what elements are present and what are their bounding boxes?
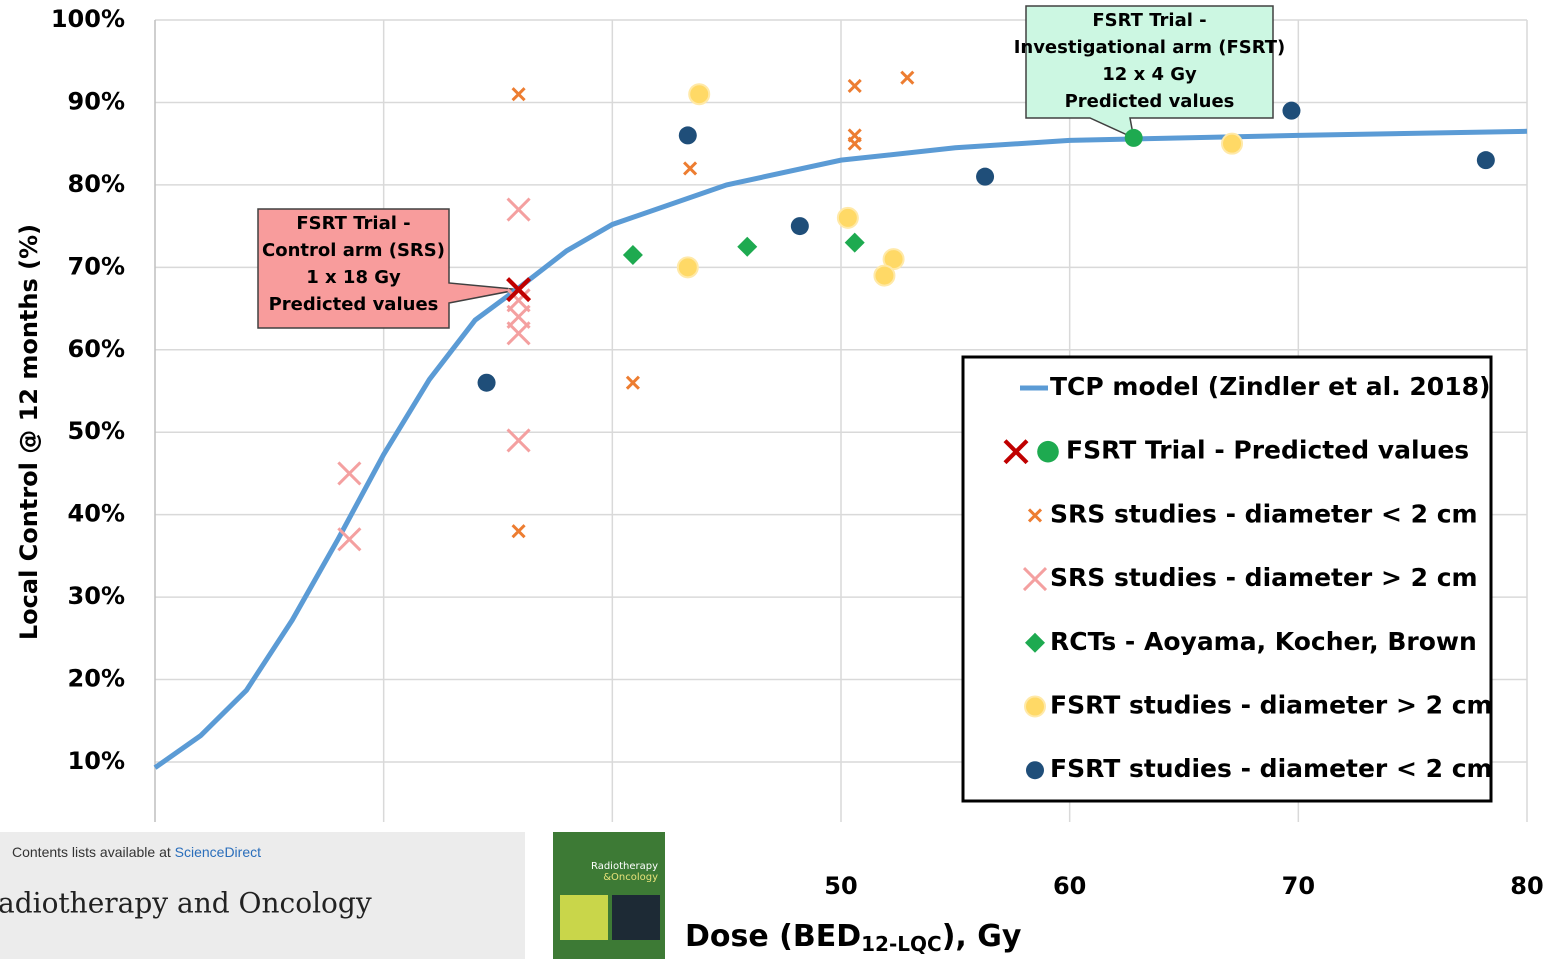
x-label-end: ), Gy: [942, 919, 1022, 954]
marker-circle: [478, 374, 496, 392]
annotation-text: 1 x 18 Gy: [306, 267, 401, 288]
marker-circle: [838, 208, 858, 228]
x-label-sub: 12-LQC: [861, 932, 942, 956]
legend-label: FSRT studies - diameter > 2 cm: [1050, 691, 1493, 720]
base: 10%20%30%40%50%60%70%80%90%100%203040506…: [51, 5, 1544, 900]
annotation-text: FSRT Trial -: [296, 213, 410, 234]
annotation-text: Predicted values: [269, 294, 439, 315]
marker-diamond: [737, 237, 757, 257]
x-axis-label: Dose (BED12-LQC), Gy: [685, 919, 1022, 956]
y-tick-label: 40%: [68, 500, 125, 528]
cover-title: Radiotherapy: [591, 861, 658, 872]
marker-circle: [1125, 129, 1143, 147]
cover-panel: [560, 895, 608, 940]
marker-x: [338, 462, 360, 484]
page: 10%20%30%40%50%60%70%80%90%100%203040506…: [0, 0, 1544, 959]
marker-circle: [678, 257, 698, 277]
cover-image: [612, 895, 660, 940]
marker-circle: [1025, 697, 1045, 717]
y-tick-label: 70%: [68, 252, 125, 280]
y-tick-label: 30%: [68, 582, 125, 610]
legend-label: TCP model (Zindler et al. 2018): [1050, 372, 1490, 401]
legend-label: FSRT Trial - Predicted values: [1066, 436, 1469, 465]
legend-label: FSRT studies - diameter < 2 cm: [1050, 754, 1493, 783]
y-tick-label: 60%: [68, 335, 125, 363]
marker-x: [849, 80, 861, 92]
contents-text: Contents lists available at ScienceDirec…: [12, 844, 261, 860]
journal-name: adiotherapy and Oncology: [0, 887, 372, 920]
marker-x: [849, 138, 861, 150]
y-tick-label: 100%: [51, 5, 125, 33]
marker-x: [901, 72, 913, 84]
marker-x: [508, 322, 530, 344]
marker-circle: [1282, 102, 1300, 120]
science-direct-link[interactable]: ScienceDirect: [175, 844, 261, 860]
x-tick-label: 50: [824, 872, 857, 900]
marker-diamond: [845, 233, 865, 253]
marker-circle: [679, 126, 697, 144]
y-axis-label: Local Control @ 12 months (%): [15, 224, 43, 640]
cover-subtitle: &Oncology: [603, 872, 658, 883]
marker-x: [684, 162, 696, 174]
y-tick-label: 20%: [68, 665, 125, 693]
marker-diamond: [623, 245, 643, 265]
marker-circle: [1037, 441, 1059, 463]
legend-label: RCTs - Aoyama, Kocher, Brown: [1050, 627, 1477, 656]
marker-circle: [874, 266, 894, 286]
y-tick-label: 50%: [68, 417, 125, 445]
y-tick-label: 10%: [68, 747, 125, 775]
marker-x: [508, 199, 530, 221]
x-tick-label: 60: [1053, 872, 1086, 900]
marker-circle: [1026, 761, 1044, 779]
annotation-text: Investigational arm (FSRT): [1014, 37, 1286, 58]
marker-circle: [1222, 134, 1242, 154]
marker-circle: [689, 84, 709, 104]
chart: 10%20%30%40%50%60%70%80%90%100%203040506…: [0, 0, 1544, 959]
marker-circle: [1477, 151, 1495, 169]
legend-label: SRS studies - diameter > 2 cm: [1050, 563, 1478, 592]
x-label-main: Dose (BED: [685, 919, 861, 954]
marker-circle: [976, 168, 994, 186]
annotation-text: Predicted values: [1065, 91, 1235, 112]
contents: Contents lists available at: [12, 844, 175, 860]
marker-circle: [791, 217, 809, 235]
marker-x: [513, 88, 525, 100]
journal-header: Contents lists available at ScienceDirec…: [0, 832, 665, 959]
annotation-text: 12 x 4 Gy: [1102, 64, 1197, 85]
marker-x: [627, 377, 639, 389]
legend-label: SRS studies - diameter < 2 cm: [1050, 499, 1478, 528]
x-tick-label: 80: [1510, 872, 1543, 900]
annotation-text: FSRT Trial -: [1092, 10, 1206, 31]
y-tick-label: 90%: [68, 87, 125, 115]
marker-x: [513, 525, 525, 537]
annotation-text: Control arm (SRS): [262, 240, 445, 261]
marker-x: [338, 528, 360, 550]
y-tick-label: 80%: [68, 170, 125, 198]
x-tick-label: 70: [1282, 872, 1315, 900]
